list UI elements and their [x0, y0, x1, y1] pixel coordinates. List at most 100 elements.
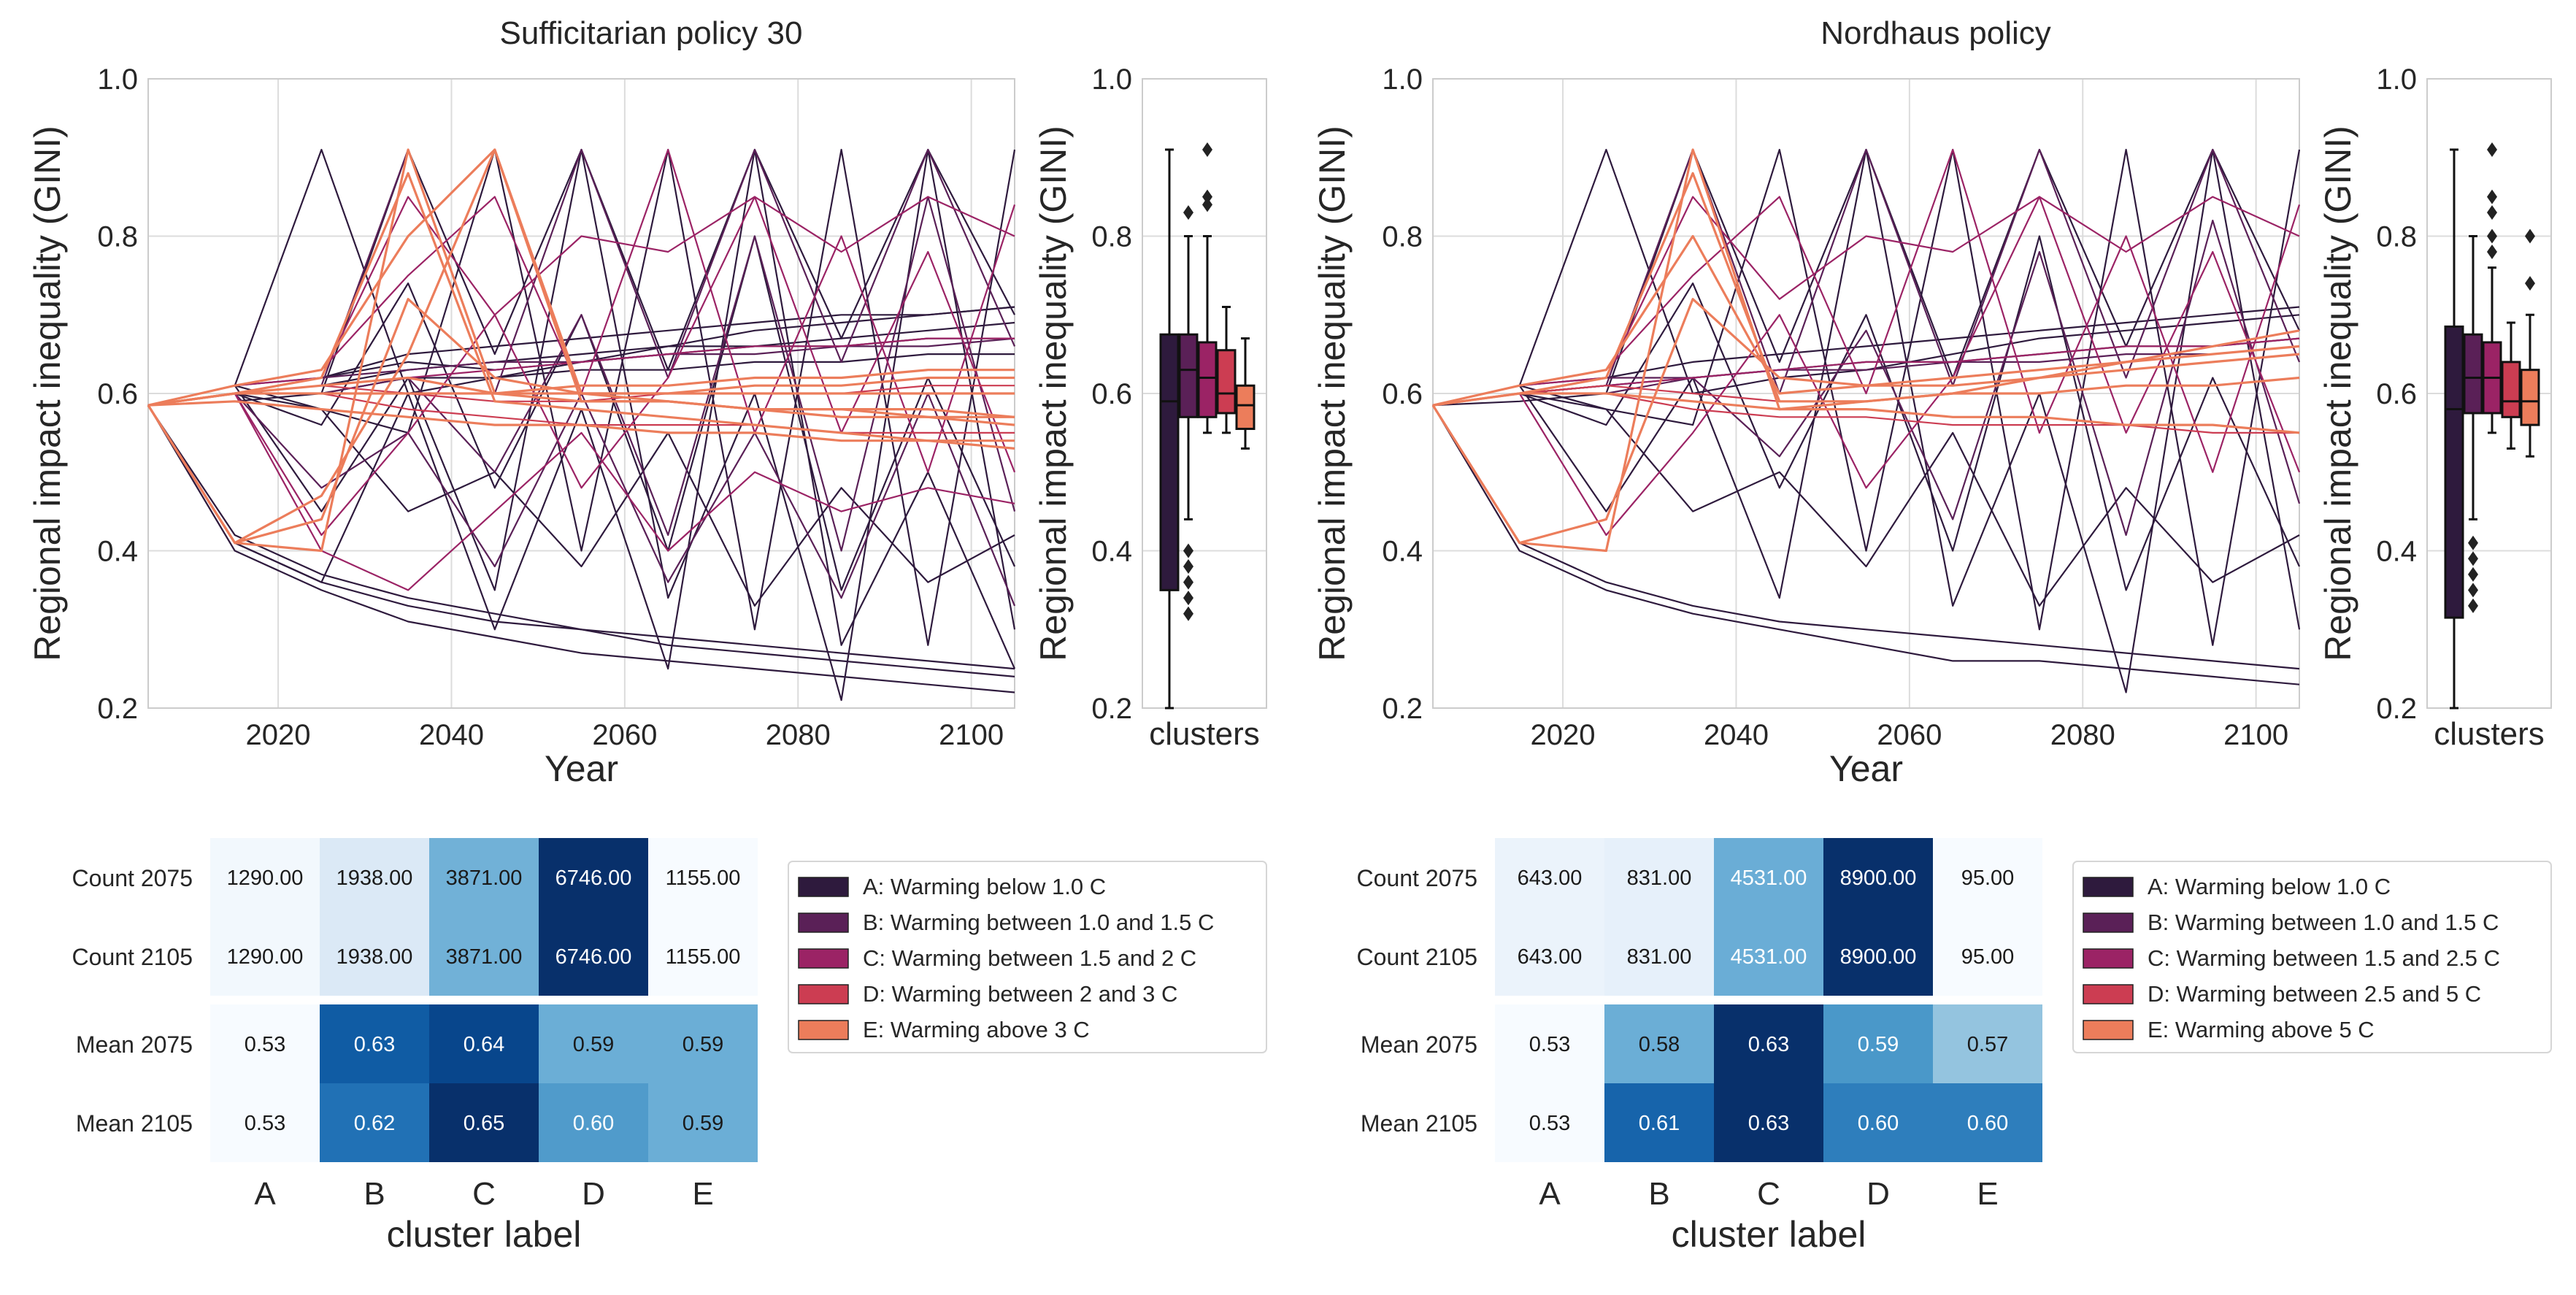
- heatmap-cell: [1823, 917, 1933, 996]
- legend-entry-B: B: Warming between 1.0 and 1.5 C: [863, 910, 1214, 935]
- panel-nordhaus: Nordhaus policy 2020 2040 2060 2080 21000.20…: [1312, 15, 2552, 1255]
- heatmap-cell-value: 0.53: [1529, 1033, 1570, 1056]
- box-flier-B: [1183, 606, 1193, 621]
- heatmap-x-tick: B: [1648, 1176, 1669, 1212]
- plot-frame: [2426, 78, 2552, 709]
- heatmap-cell: [1495, 1083, 1604, 1162]
- y-tick-label: 1.0: [97, 64, 138, 96]
- x-tick-label: 2040: [419, 719, 484, 751]
- heatmap-x-label: cluster label: [1672, 1214, 1866, 1255]
- heatmap-cell: [1495, 1004, 1604, 1083]
- heatmap-x-label: cluster label: [387, 1214, 582, 1255]
- heatmap-cell-value: 1938.00: [337, 866, 413, 890]
- legend-swatch-E: [798, 1020, 849, 1040]
- box-chart: 0.2 0.4 0.6 0.8 1.0 clusters Regional impact i…: [2318, 64, 2552, 752]
- series-line-E: [148, 173, 1015, 440]
- heatmap-x-tick: A: [1539, 1176, 1561, 1212]
- y-axis-label: Regional impact inequality (GINI): [1033, 126, 1074, 661]
- heatmap-cell-value: 95.00: [1961, 866, 2015, 890]
- box-flier-B: [1183, 559, 1193, 575]
- heatmap-cell: [1933, 838, 2042, 917]
- heatmap-cell-value: 0.58: [1639, 1033, 1680, 1056]
- panel-title: Nordhaus policy: [1820, 15, 2051, 51]
- panel-title: Sufficitarian policy 30: [500, 15, 803, 51]
- box-flier-C: [2487, 142, 2497, 157]
- heatmap-cell: [539, 917, 648, 996]
- box-flier-B: [1183, 575, 1193, 590]
- heatmap-cell: [1823, 1083, 1933, 1162]
- y-tick-label: 0.8: [1382, 221, 1423, 253]
- heatmap-cell-value: 6746.00: [555, 866, 632, 890]
- x-axis-label: clusters: [1149, 716, 1260, 752]
- heatmap-cell: [1604, 1083, 1714, 1162]
- legend-swatch-B: [2083, 912, 2134, 933]
- heatmap-cell-value: 0.59: [683, 1112, 723, 1135]
- heatmap-cell-value: 1290.00: [227, 945, 304, 969]
- heatmap-cell: [320, 1083, 429, 1162]
- box-E: [2520, 369, 2540, 426]
- heatmap-cell-value: 643.00: [1518, 866, 1583, 890]
- heatmap-cell: [1823, 838, 1933, 917]
- box-A: [1159, 333, 1180, 591]
- y-tick-label: 0.6: [1091, 378, 1132, 410]
- heatmap-x-tick: E: [1977, 1176, 1998, 1212]
- box-flier-B: [2468, 535, 2478, 550]
- heatmap-cell-value: 0.64: [464, 1033, 504, 1056]
- heatmap-cell-value: 8900.00: [1840, 945, 1917, 969]
- series-line-E: [1433, 393, 2299, 433]
- series-line-C: [148, 393, 1015, 590]
- legend-entry-B: B: Warming between 1.0 and 1.5 C: [2148, 910, 2499, 935]
- series-line-E: [148, 150, 1015, 417]
- legend-swatch-B: [798, 912, 849, 933]
- heatmap-cell-value: 1938.00: [337, 945, 413, 969]
- heatmap-cell: [210, 917, 320, 996]
- series-line-E: [1433, 237, 2299, 406]
- box-flier-B: [2468, 566, 2478, 582]
- heatmap-cell-value: 0.53: [1529, 1112, 1570, 1135]
- heatmap-cell: [429, 917, 539, 996]
- heatmap-cell: [429, 1004, 539, 1083]
- heatmap-cell: [1604, 838, 1714, 917]
- box-flier-B: [1183, 543, 1193, 558]
- box-flier-B: [1183, 205, 1193, 220]
- legend: A: Warming below 1.0 C B: Warming between…: [2072, 861, 2552, 1053]
- legend-entry-A: A: Warming below 1.0 C: [2148, 874, 2391, 899]
- heatmap-cell-value: 831.00: [1627, 945, 1692, 969]
- heatmap-cell: [1714, 838, 1823, 917]
- legend-swatch-D: [2083, 984, 2134, 1004]
- y-tick-label: 0.2: [1382, 693, 1423, 725]
- heatmap-cell: [1823, 1004, 1933, 1083]
- heatmap-cell-value: 8900.00: [1840, 866, 1917, 890]
- heatmap-cell: [1714, 1004, 1823, 1083]
- series-line-C: [1433, 197, 2299, 535]
- box-flier-C: [1202, 189, 1212, 204]
- x-tick-label: 2020: [246, 719, 311, 751]
- box-flier-E: [2525, 228, 2535, 244]
- heatmap-cell-value: 0.59: [1858, 1033, 1899, 1056]
- series-line-E: [148, 378, 1015, 406]
- legend-entry-D: D: Warming between 2 and 3 C: [863, 981, 1177, 1007]
- legend-entry-E: E: Warming above 5 C: [2148, 1017, 2375, 1042]
- heatmap-cell: [210, 1083, 320, 1162]
- heatmap-cell: [320, 838, 429, 917]
- heatmap-x-tick: E: [692, 1176, 713, 1212]
- heatmap-x-tick: A: [254, 1176, 276, 1212]
- legend-swatch-C: [2083, 948, 2134, 969]
- y-tick-label: 0.8: [1091, 221, 1132, 253]
- legend-entry-E: E: Warming above 3 C: [863, 1017, 1090, 1042]
- heatmap-cell: [539, 1083, 648, 1162]
- legend-swatch-D: [798, 984, 849, 1004]
- line-chart: 2020 2040 2060 2080 2100 0.2 0.4 0.6 0.8 1.0 Year R…: [1312, 64, 2299, 789]
- x-axis-label: Year: [1829, 748, 1903, 789]
- x-tick-label: 2060: [592, 719, 657, 751]
- y-tick-label: 0.8: [2376, 221, 2417, 253]
- x-tick-label: 2080: [766, 719, 831, 751]
- heatmap: Count 2075 1290.00 1938.00 3871.00 6746.00 11…: [72, 838, 758, 1255]
- heatmap-cell: [1495, 838, 1604, 917]
- heatmap-row-label: Mean 2105: [76, 1110, 193, 1137]
- heatmap-cell-value: 3871.00: [446, 866, 523, 890]
- series-line-A: [1433, 385, 2299, 606]
- series-group: [148, 150, 1015, 700]
- y-tick-label: 0.6: [1382, 378, 1423, 410]
- y-axis-label: Regional impact inequality (GINI): [27, 126, 68, 661]
